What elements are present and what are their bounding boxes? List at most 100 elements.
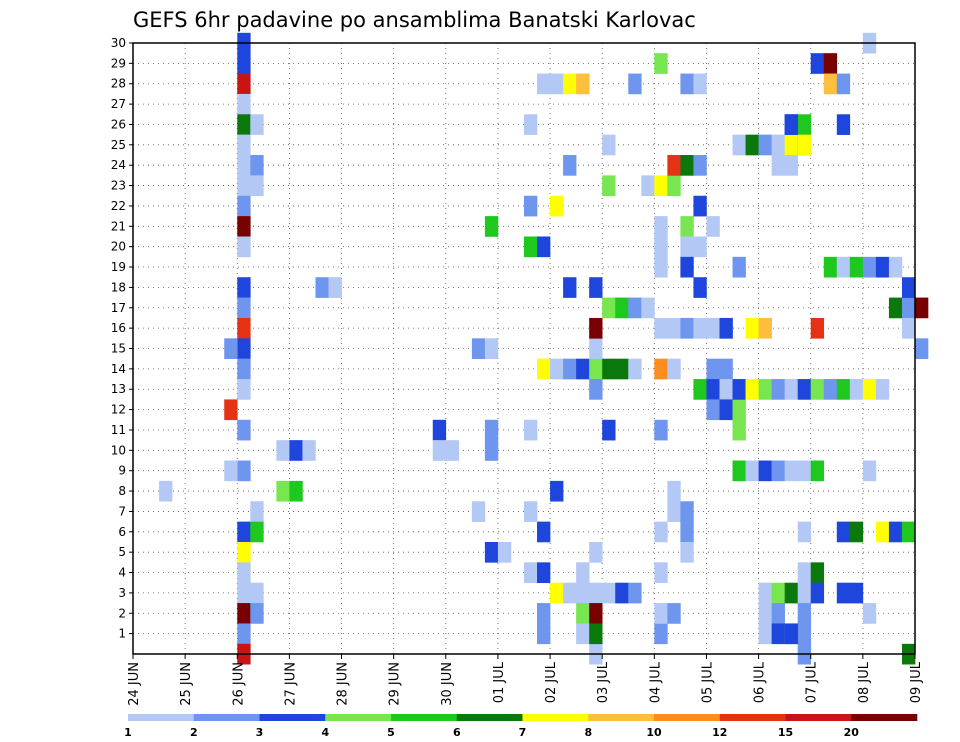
heatmap-cell (693, 277, 707, 298)
heatmap-cell (849, 379, 864, 400)
heatmap-cell (797, 603, 812, 624)
x-tick-label: 25 JUN (179, 662, 194, 706)
heatmap-cell (537, 236, 551, 258)
y-tick-label: 18 (111, 280, 126, 294)
heatmap-cell (758, 582, 772, 604)
legend-label: 20 (844, 726, 860, 739)
heatmap-cell (576, 358, 590, 380)
heatmap-cell (915, 338, 929, 359)
heatmap-cell (654, 53, 668, 74)
heatmap-cell (250, 114, 264, 135)
legend-swatch (259, 714, 326, 721)
heatmap-cell (471, 338, 486, 359)
heatmap-cell (602, 582, 616, 604)
heatmap-cell (667, 358, 681, 380)
legend-label: 3 (256, 726, 264, 739)
heatmap-cell (797, 379, 812, 400)
heatmap-cell (745, 460, 759, 482)
heatmap-cell (237, 134, 251, 156)
heatmap-cell (563, 155, 577, 176)
heatmap-cell (654, 623, 668, 645)
heatmap-cell (849, 256, 864, 278)
heatmap-cell (706, 358, 720, 380)
heatmap-cell (836, 521, 851, 543)
heatmap-cell (484, 419, 499, 441)
heatmap-cell (836, 114, 851, 135)
heatmap-cell (315, 277, 329, 298)
heatmap-cell (602, 134, 616, 156)
heatmap-cell (901, 297, 916, 319)
y-tick-label: 29 (111, 56, 126, 70)
heatmap-cell (745, 134, 759, 156)
heatmap-cell (289, 440, 303, 461)
heatmap-cell (680, 541, 694, 563)
heatmap-cell (537, 73, 551, 95)
heatmap-cell (537, 603, 551, 624)
heatmap-cell (667, 501, 681, 522)
heatmap-cell (654, 216, 668, 237)
y-tick-label: 24 (111, 158, 126, 172)
heatmap-cell (237, 53, 251, 74)
heatmap-cell (784, 582, 798, 604)
heatmap-cell (484, 338, 499, 359)
heatmap-cell (888, 521, 903, 543)
heatmap-cell (732, 134, 746, 156)
heatmap-cell (836, 256, 851, 278)
legend-swatch (193, 714, 260, 721)
heatmap-cell (680, 317, 694, 339)
heatmap-cell (771, 623, 785, 645)
heatmap-cell (797, 460, 812, 482)
heatmap-cell (680, 236, 694, 258)
x-tick-label: 05 JUL (701, 661, 716, 703)
heatmap-cell (237, 541, 251, 563)
heatmap-cell (237, 93, 251, 115)
heatmap-cell (524, 236, 538, 258)
heatmap-cell (693, 317, 707, 339)
heatmap-cell (680, 521, 694, 543)
heatmap-cell (237, 582, 251, 604)
heatmap-cell (237, 379, 251, 400)
x-tick-label: 03 JUL (596, 661, 611, 703)
heatmap-cell (641, 175, 655, 197)
x-tick-label: 07 JUL (805, 661, 820, 703)
heatmap-cell (680, 155, 694, 176)
heatmap-cell (915, 297, 929, 319)
heatmap-cell (224, 399, 238, 421)
heatmap-cell (823, 53, 838, 74)
x-tick-label: 27 JUN (283, 662, 298, 706)
heatmap-cell (589, 317, 603, 339)
x-tick-label: 29 JUN (388, 662, 403, 706)
legend-swatch (654, 714, 721, 721)
heatmap-cell (237, 603, 251, 624)
y-tick-label: 20 (111, 240, 126, 254)
y-tick-label: 30 (111, 36, 126, 50)
heatmap-cell (628, 73, 642, 95)
heatmap-cell (654, 317, 668, 339)
y-tick-label: 15 (111, 342, 126, 356)
heatmap-cell (745, 317, 759, 339)
y-tick-label: 3 (118, 586, 126, 600)
y-tick-label: 19 (111, 260, 126, 274)
legend: 1 2 3 4 5 6 7 8 10 12 15 20 (124, 714, 918, 739)
heatmap-cell (680, 216, 694, 237)
heatmap-cell (875, 256, 890, 278)
heatmap-cell (849, 582, 864, 604)
heatmap-cell (784, 460, 798, 482)
heatmap-cell (797, 582, 812, 604)
y-tick-label: 28 (111, 77, 126, 91)
y-tick-label: 16 (111, 321, 126, 335)
heatmap-cell (628, 297, 642, 319)
heatmap-cell (706, 379, 720, 400)
y-tick-label: 12 (111, 403, 126, 417)
heatmap-cell (628, 582, 642, 604)
heatmap-cell (484, 541, 499, 563)
heatmap-cell (836, 379, 851, 400)
heatmap-cell (771, 379, 785, 400)
heatmap-cell (563, 73, 577, 95)
heatmap-cell (849, 521, 864, 543)
x-tick-label: 02 JUL (544, 661, 559, 703)
x-tick-label: 06 JUL (753, 661, 768, 703)
heatmap-cell (875, 379, 890, 400)
x-tick-label: 08 JUL (857, 661, 872, 703)
